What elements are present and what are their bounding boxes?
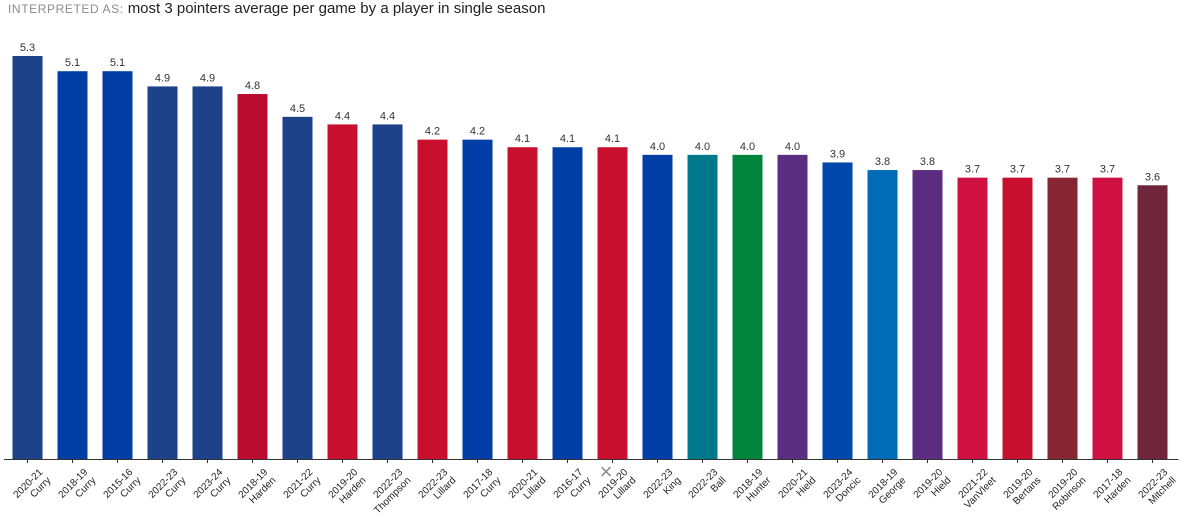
data-label-14: 4.0 [650,141,665,153]
x-tick-label-7: 2019-20Harden [327,467,369,509]
bar-2[interactable] [102,71,133,459]
data-label-15: 4.0 [695,141,710,153]
x-tick-label-12: 2016-17Curry [552,467,594,509]
bar-14[interactable] [642,154,673,459]
data-label-21: 3.7 [965,164,980,176]
x-tick-label-8: 2022-23Thompson [364,467,414,517]
x-tick-label-6: 2021-22Curry [282,467,324,509]
data-label-17: 4.0 [785,141,800,153]
bar-9[interactable] [417,139,448,459]
data-label-25: 3.6 [1145,171,1160,183]
data-label-4: 4.9 [200,72,215,84]
data-label-20: 3.8 [920,156,935,168]
x-tick-label-15: 2022-23Ball [687,467,729,509]
data-label-1: 5.1 [65,57,80,69]
bar-10[interactable] [462,139,493,459]
bar-15[interactable] [687,154,718,459]
bar-6[interactable] [282,116,313,459]
data-label-8: 4.4 [380,110,395,122]
x-tick-label-24: 2017-18Harden [1092,467,1134,509]
bar-4[interactable] [192,86,223,459]
x-tick-label-23: 2019-20Robinson [1043,467,1089,513]
data-label-19: 3.8 [875,156,890,168]
x-tick-label-18: 2023-24Doncic [822,467,864,509]
bar-13[interactable] [597,147,628,459]
x-tick-label-3: 2022-23Curry [147,467,189,509]
data-label-3: 4.9 [155,72,170,84]
x-tick-label-9: 2022-23Lillard [417,467,459,509]
x-tick-label-20: 2019-20Hield [912,467,954,509]
x-tick-label-11: 2020-21Lillard [507,467,549,509]
x-tick-label-14: 2022-23King [642,467,684,509]
bar-0[interactable] [12,56,43,459]
interpreted-as-label: INTERPRETED AS: [8,2,124,16]
x-tick-label-21: 2021-22VanVleet [954,467,998,511]
x-tick-label-19: 2018-19George [867,467,909,509]
data-label-18: 3.9 [830,148,845,160]
data-label-23: 3.7 [1055,164,1070,176]
bar-12[interactable] [552,147,583,459]
bar-24[interactable] [1092,177,1123,459]
bar-1[interactable] [57,71,88,459]
x-tick-label-2: 2015-16Curry [102,467,144,509]
bar-16[interactable] [732,154,763,459]
data-label-12: 4.1 [560,133,575,145]
x-tick-label-4: 2023-24Curry [192,467,234,509]
bar-18[interactable] [822,162,853,460]
data-label-6: 4.5 [290,103,305,115]
data-label-11: 4.1 [515,133,530,145]
data-label-13: 4.1 [605,133,620,145]
x-tick-label-16: 2018-19Hunter [732,467,774,509]
bar-19[interactable] [867,170,898,459]
bar-21[interactable] [957,177,988,459]
x-tick-label-5: 2018-19Harden [237,467,279,509]
data-label-0: 5.3 [20,42,35,54]
data-label-9: 4.2 [425,126,440,138]
bar-7[interactable] [327,124,358,459]
close-icon[interactable]: × [599,459,613,484]
bar-8[interactable] [372,124,403,459]
data-label-7: 4.4 [335,110,350,122]
x-tick-label-1: 2018-19Curry [57,467,99,509]
data-label-10: 4.2 [470,126,485,138]
x-tick-label-22: 2019-20Bertans [1002,467,1044,509]
bar-11[interactable] [507,147,538,459]
data-label-16: 4.0 [740,141,755,153]
bar-3[interactable] [147,86,178,459]
x-tick-label-0: 2020-21Curry [12,467,54,509]
data-label-22: 3.7 [1010,164,1025,176]
data-label-5: 4.8 [245,80,260,92]
bar-25[interactable] [1137,185,1168,459]
data-label-2: 5.1 [110,57,125,69]
bar-20[interactable] [912,170,943,459]
data-label-24: 3.7 [1100,164,1115,176]
bar-5[interactable] [237,94,268,460]
bar-17[interactable] [777,154,808,459]
interpretation-header: INTERPRETED AS: most 3 pointers average p… [8,0,545,20]
x-tick-label-25: 2022-23Mitchell [1137,467,1179,509]
x-tick-label-10: 2017-18Curry [462,467,504,509]
x-tick-label-17: 2020-21Hield [777,467,819,509]
bar-23[interactable] [1047,177,1078,459]
bar-22[interactable] [1002,177,1033,459]
query-text: most 3 pointers average per game by a pl… [127,0,546,17]
